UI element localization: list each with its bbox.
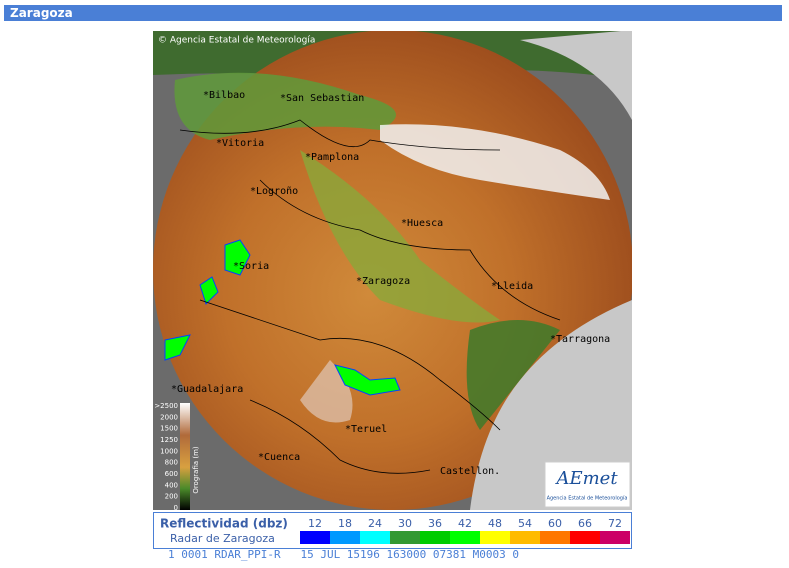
- map-image: [153, 31, 632, 510]
- city-label: *Tarragona: [550, 334, 610, 345]
- header-title: Zaragoza: [4, 5, 782, 21]
- orography-scale: [180, 403, 190, 510]
- legend-level: 24: [368, 517, 382, 530]
- city-label: *San Sebastian: [280, 93, 364, 104]
- city-label: *Zaragoza: [356, 276, 410, 287]
- legend-level: 54: [518, 517, 532, 530]
- legend-level: 66: [578, 517, 592, 530]
- orography-label: >2500: [154, 402, 178, 410]
- legend-swatch: [360, 531, 390, 544]
- city-label: *Soria: [233, 261, 269, 272]
- legend-swatch: [540, 531, 570, 544]
- legend-level: 48: [488, 517, 502, 530]
- city-label: *Teruel: [345, 424, 387, 435]
- status-line: 1 0001 RDAR_PPI-R 15 JUL 15196 163000 07…: [168, 548, 519, 561]
- legend-level: 18: [338, 517, 352, 530]
- legend-level: 12: [308, 517, 322, 530]
- legend-swatch: [480, 531, 510, 544]
- orography-label: 1000: [160, 447, 178, 455]
- legend-swatch: [420, 531, 450, 544]
- city-label: *Lleida: [491, 281, 533, 292]
- legend-swatch: [510, 531, 540, 544]
- orography-label: 400: [165, 481, 178, 489]
- orography-label: 800: [165, 459, 178, 467]
- orography-label: 600: [165, 470, 178, 478]
- orography-label: 200: [165, 493, 178, 501]
- orography-label: 1500: [160, 425, 178, 433]
- city-label: *Guadalajara: [171, 384, 243, 395]
- city-label: *Huesca: [401, 218, 443, 229]
- logo-name: AEmet: [554, 468, 618, 489]
- city-label: *Pamplona: [305, 152, 359, 163]
- legend-swatch: [450, 531, 480, 544]
- legend-subtitle: Radar de Zaragoza: [170, 532, 275, 545]
- city-label: *Bilbao: [203, 90, 245, 101]
- city-label: *Vitoria: [216, 138, 264, 149]
- legend-swatch: [300, 531, 330, 544]
- orography-label: 2000: [160, 413, 178, 421]
- orography-label: 1250: [160, 436, 178, 444]
- city-label: Castellon.: [440, 466, 500, 477]
- legend-level: 42: [458, 517, 472, 530]
- legend-swatch: [390, 531, 420, 544]
- legend-swatch: [600, 531, 630, 544]
- city-label: *Cuenca: [258, 452, 300, 463]
- legend-level: 72: [608, 517, 622, 530]
- orography-label: 0: [174, 504, 178, 512]
- map-credit: © Agencia Estatal de Meteorología: [158, 36, 315, 46]
- city-label: *Logroño: [250, 186, 298, 197]
- legend-swatch: [570, 531, 600, 544]
- legend-level: 36: [428, 517, 442, 530]
- logo-subtitle: Agencia Estatal de Meteorología: [547, 495, 628, 502]
- aemet-logo: [544, 461, 631, 508]
- legend-level: 60: [548, 517, 562, 530]
- legend-swatch: [330, 531, 360, 544]
- legend-level: 30: [398, 517, 412, 530]
- status-bar: [153, 549, 632, 561]
- legend-title: Reflectividad (dbz): [160, 517, 288, 531]
- orography-title: Orografia (m): [192, 446, 200, 494]
